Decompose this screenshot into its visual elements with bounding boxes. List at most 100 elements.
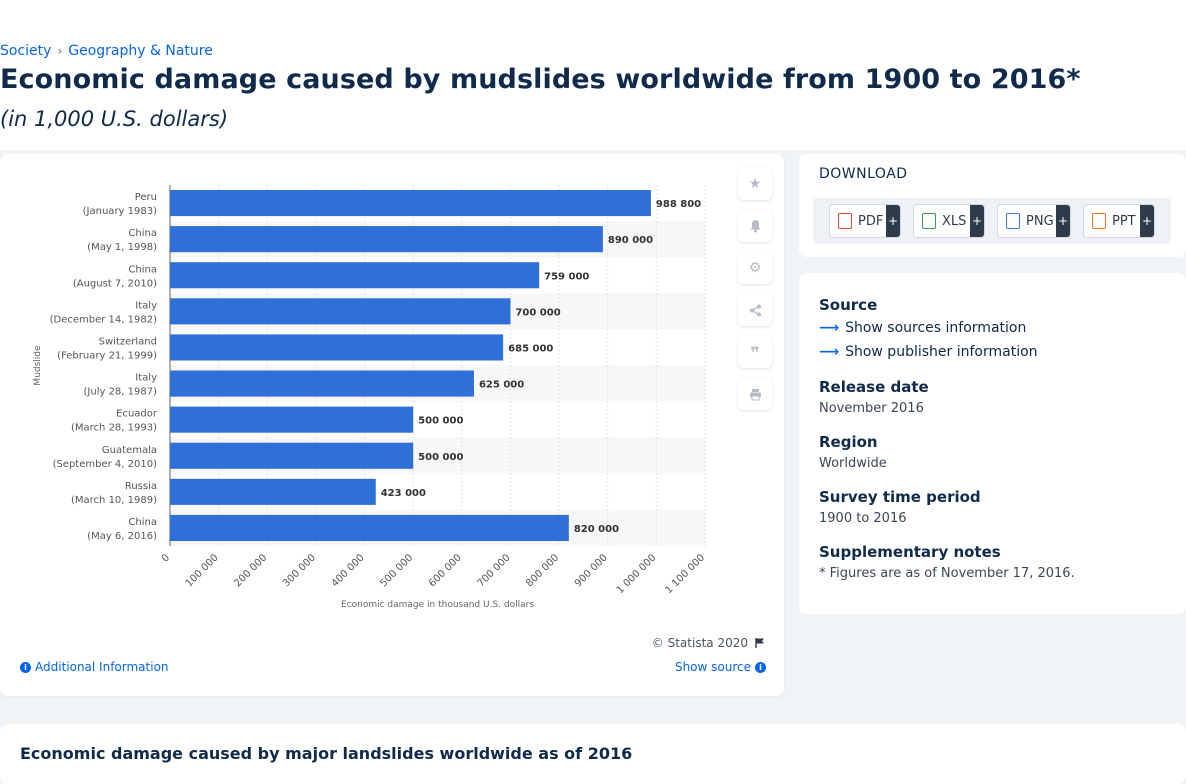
x-tick-label: 800 000 (524, 552, 561, 589)
header-background (0, 0, 1186, 150)
xls-label: XLS (942, 213, 967, 229)
category-sublabel: (January 1983) (83, 206, 157, 217)
ppt-file-icon (1092, 213, 1106, 229)
bar-chart: 988 800 Peru (January 1983) 890 000 China (Ma… (33, 185, 707, 610)
x-tick-label: 500 000 (378, 552, 415, 589)
x-tick-label: 1 000 000 (615, 552, 659, 596)
source-label: Source (819, 296, 878, 314)
category-sublabel: (May 6, 2016) (87, 531, 157, 542)
data-label: 700 000 (515, 307, 560, 318)
download-xls-button[interactable]: XLS + (913, 204, 985, 238)
png-label: PNG (1026, 213, 1054, 229)
category-sublabel: (March 28, 1993) (71, 423, 157, 434)
download-ppt-button[interactable]: PPT + (1083, 204, 1155, 238)
category-label: Peru (135, 192, 157, 203)
plus-icon: + (1140, 205, 1154, 237)
data-label: 988 800 (656, 199, 701, 210)
category-label: China (128, 228, 157, 239)
arrow-right-icon: ⟶ (819, 344, 840, 360)
category-sublabel: (July 28, 1987) (84, 387, 158, 398)
additional-info-link[interactable]: i Additional Information (20, 660, 169, 674)
category-label: Switzerland (99, 336, 157, 347)
x-tick-label: 100 000 (184, 552, 221, 589)
download-card: DOWNLOAD PDF + XLS + PNG + PPT + (799, 154, 1186, 257)
x-tick-label: 400 000 (330, 552, 367, 589)
category-sublabel: (September 4, 2010) (53, 459, 158, 470)
x-tick-label: 300 000 (281, 552, 318, 589)
ppt-label: PPT (1112, 213, 1136, 229)
bar (170, 406, 414, 433)
data-label: 820 000 (574, 524, 619, 535)
survey-period-value: 1900 to 2016 (819, 511, 907, 526)
x-tick-label: 0 (160, 552, 172, 564)
additional-info-label: Additional Information (35, 660, 169, 674)
star-icon[interactable]: ★ (738, 168, 772, 200)
bar (170, 478, 376, 505)
x-tick-label: 200 000 (232, 552, 269, 589)
bar (170, 298, 511, 325)
x-tick-label: 600 000 (427, 552, 464, 589)
category-label: China (128, 264, 157, 275)
breadcrumb-item-society[interactable]: Society (0, 43, 52, 59)
plus-icon: + (886, 205, 900, 237)
chart-card: 988 800 Peru (January 1983) 890 000 China (Ma… (0, 154, 784, 696)
pdf-file-icon (838, 213, 852, 229)
supplementary-notes-label: Supplementary notes (819, 543, 1001, 561)
x-axis-title: Economic damage in thousand U.S. dollars (341, 600, 534, 610)
png-file-icon (1006, 213, 1020, 229)
breadcrumb-separator: › (57, 44, 63, 58)
bar (170, 226, 603, 253)
bar (170, 190, 651, 217)
info-icon: i (755, 661, 766, 673)
plus-icon: + (1056, 205, 1070, 237)
supplementary-notes-value: * Figures are as of November 17, 2016. (819, 566, 1075, 581)
category-sublabel: (August 7, 2010) (73, 278, 157, 289)
category-label: Italy (135, 373, 157, 384)
copyright-text: © Statista 2020 (651, 636, 748, 650)
data-label: 890 000 (608, 235, 653, 246)
release-date-value: November 2016 (819, 401, 924, 416)
show-publisher-link[interactable]: ⟶ Show publisher information (819, 344, 1038, 360)
gear-icon[interactable]: ⚙ (738, 252, 772, 284)
share-icon[interactable] (738, 294, 772, 326)
x-tick-label: 900 000 (573, 552, 610, 589)
region-value: Worldwide (819, 456, 887, 471)
x-tick-label: 700 000 (476, 552, 513, 589)
show-publisher-label: Show publisher information (845, 344, 1038, 360)
survey-period-label: Survey time period (819, 488, 981, 506)
breadcrumb: Society › Geography & Nature (0, 43, 213, 59)
category-label: Ecuador (116, 409, 158, 420)
bar (170, 334, 504, 361)
show-source-link[interactable]: Show source i (675, 660, 766, 674)
category-label: Italy (135, 300, 157, 311)
data-label: 625 000 (479, 380, 524, 391)
region-label: Region (819, 433, 878, 451)
category-sublabel: (March 10, 1989) (71, 495, 157, 506)
pdf-label: PDF (858, 213, 884, 229)
release-date-label: Release date (819, 378, 929, 396)
plus-icon: + (970, 205, 984, 237)
category-sublabel: (December 14, 1982) (50, 314, 157, 325)
copyright: © Statista 2020 (652, 636, 766, 650)
download-pdf-button[interactable]: PDF + (829, 204, 901, 238)
breadcrumb-item-geography[interactable]: Geography & Nature (68, 43, 213, 59)
print-icon[interactable] (738, 378, 772, 410)
related-statistic-card[interactable]: Economic damage caused by major landslid… (0, 724, 1186, 784)
download-png-button[interactable]: PNG + (997, 204, 1071, 238)
bar (170, 370, 474, 397)
category-sublabel: (May 1, 1998) (87, 242, 157, 253)
bar (170, 514, 569, 541)
category-label: Guatemala (102, 445, 157, 456)
data-label: 500 000 (418, 416, 463, 427)
show-source-label: Show source (674, 660, 751, 674)
page-title: Economic damage caused by mudslides worl… (0, 64, 1081, 95)
flag-icon[interactable] (754, 637, 766, 649)
show-sources-link[interactable]: ⟶ Show sources information (819, 320, 1026, 336)
y-axis-title: Mudslide (33, 345, 43, 386)
arrow-right-icon: ⟶ (819, 320, 840, 336)
info-icon: i (20, 661, 31, 673)
xls-file-icon (922, 213, 936, 229)
download-buttons: PDF + XLS + PNG + PPT + (813, 198, 1171, 244)
bell-icon[interactable] (738, 210, 772, 242)
quote-icon[interactable]: ❞ (738, 336, 772, 368)
